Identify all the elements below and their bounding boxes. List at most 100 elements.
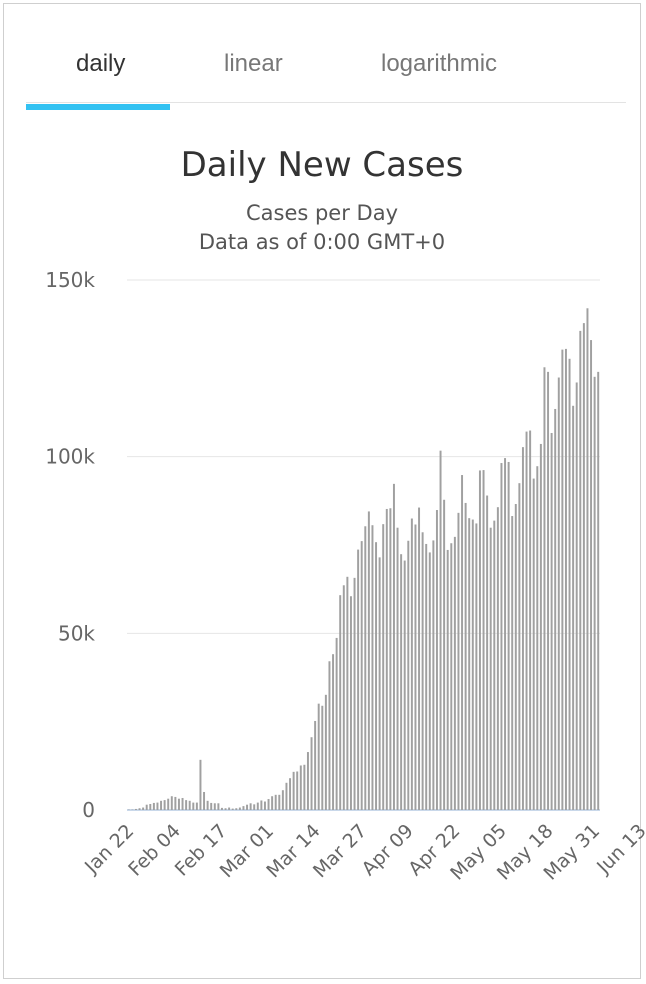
bar (328, 661, 331, 810)
bar (446, 549, 449, 810)
grid-lines (127, 279, 600, 811)
bar (278, 794, 281, 810)
bar (253, 804, 256, 810)
bar (389, 508, 392, 810)
bar (529, 430, 532, 810)
bar (138, 808, 141, 810)
tab-logarithmic[interactable]: logarithmic (381, 50, 498, 77)
bar (192, 802, 195, 810)
bar (493, 520, 496, 810)
bar (199, 759, 202, 810)
bar (364, 526, 367, 810)
bar (453, 536, 456, 810)
bar (403, 560, 406, 810)
bar (539, 443, 542, 810)
bar (360, 541, 363, 810)
bar (590, 340, 593, 810)
bar (407, 540, 410, 810)
bar (504, 458, 507, 810)
bar (557, 377, 560, 810)
bar (285, 782, 288, 810)
bar (597, 371, 600, 810)
bar (378, 557, 381, 810)
bar (321, 705, 324, 810)
active-tab-indicator (26, 104, 170, 110)
bar (461, 475, 464, 810)
y-tick-label: 100k (45, 445, 95, 469)
bar (156, 802, 159, 810)
bar (181, 797, 184, 810)
bar (575, 382, 578, 810)
tab-daily[interactable]: daily (76, 50, 126, 77)
bar (289, 778, 292, 810)
bar (235, 808, 238, 810)
tab-linear[interactable]: linear (224, 50, 283, 77)
y-tick-label: 150k (45, 268, 95, 292)
bar (443, 499, 446, 810)
x-tick-label: Jun 13 (592, 820, 646, 879)
bar (210, 802, 213, 810)
bar (486, 495, 489, 810)
bar (371, 525, 374, 810)
bar (410, 518, 413, 810)
bar (306, 752, 309, 810)
bar (317, 703, 320, 810)
bar (543, 367, 546, 810)
bar (145, 804, 148, 810)
bar (564, 348, 567, 810)
bar (281, 790, 284, 810)
bar (489, 527, 492, 810)
bar (572, 405, 575, 810)
x-tick-label: Feb 04 (124, 820, 185, 881)
bar (514, 504, 517, 810)
bar (468, 518, 471, 810)
bar (303, 764, 306, 810)
bar (464, 502, 467, 810)
bar (267, 799, 270, 810)
bar (536, 466, 539, 810)
bar (425, 543, 428, 810)
bar (392, 483, 395, 810)
bar (174, 796, 177, 810)
bar (500, 463, 503, 810)
bar (160, 800, 163, 810)
bar (335, 637, 338, 810)
bar (511, 516, 514, 810)
bar (382, 524, 385, 810)
bar (271, 796, 274, 810)
bar (163, 800, 166, 810)
bar (496, 507, 499, 810)
bar (296, 771, 299, 810)
bar (299, 765, 302, 810)
bar (342, 585, 345, 810)
chart-subtitle: Cases per Day (246, 201, 398, 225)
bar (185, 800, 188, 810)
bar (310, 737, 313, 810)
bar (220, 807, 223, 810)
bar (332, 654, 335, 810)
bar (421, 532, 424, 810)
bars (127, 308, 600, 810)
bar (349, 596, 352, 810)
bar (367, 511, 370, 810)
tabs-divider (26, 102, 626, 103)
bar (568, 358, 571, 810)
bar (353, 577, 356, 810)
bar (256, 802, 259, 810)
bar (375, 542, 378, 810)
bar (314, 720, 317, 810)
bar (203, 791, 206, 810)
bar (457, 512, 460, 810)
bar (242, 806, 245, 810)
bar (217, 803, 220, 810)
bar (396, 527, 399, 810)
bar (482, 470, 485, 810)
bar (418, 507, 421, 810)
bar (260, 800, 263, 810)
y-tick-label: 0 (82, 798, 95, 822)
bar (142, 807, 145, 810)
bar (246, 804, 249, 810)
bar (400, 554, 403, 810)
